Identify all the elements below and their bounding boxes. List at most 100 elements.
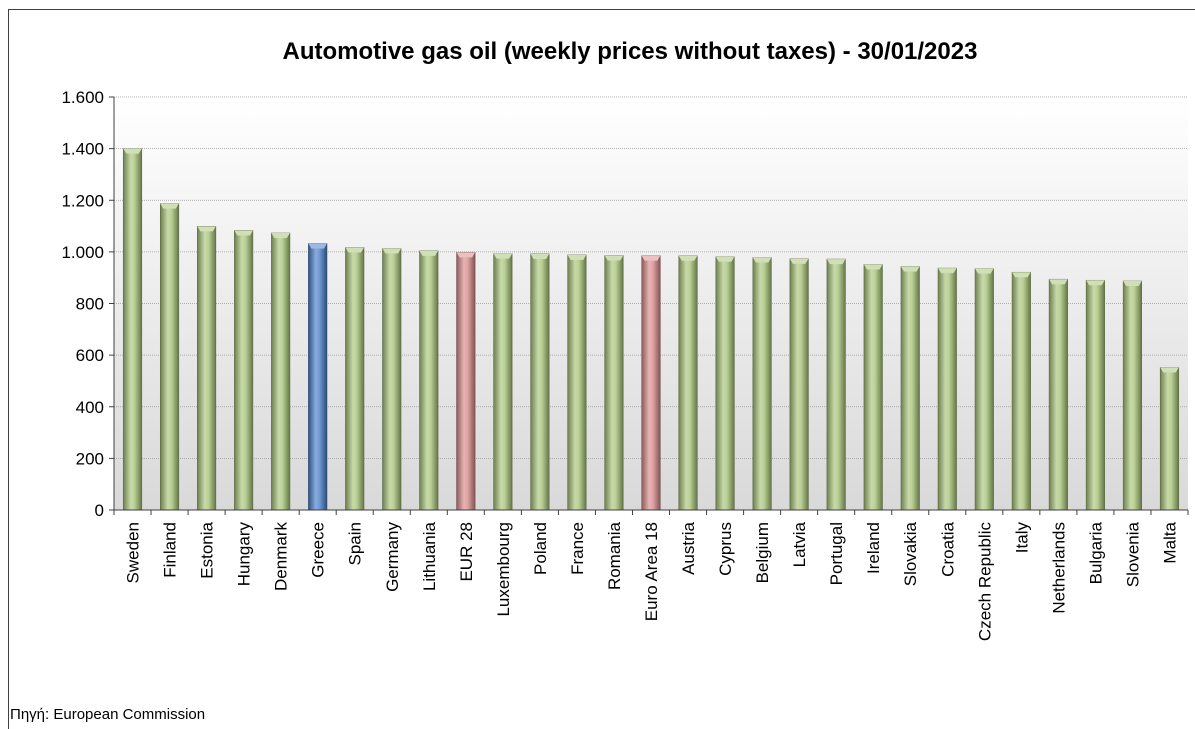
bar-cap [975, 268, 994, 274]
y-tick-label: 600 [76, 346, 104, 365]
bar-cap [1123, 281, 1142, 287]
bar-cap [234, 230, 253, 236]
x-tick-label: Lithuania [420, 521, 439, 591]
x-tick-label: Belgium [753, 522, 772, 583]
x-tick-label: Ireland [864, 522, 883, 574]
x-tick-label: Slovenia [1123, 521, 1142, 587]
x-tick-label: Latvia [790, 521, 809, 567]
bar-luxembourg [493, 253, 513, 511]
x-tick-label: Finland [161, 522, 180, 578]
bar-france [567, 254, 587, 511]
y-tick-label: 800 [76, 295, 104, 314]
x-tick-label: Slovakia [901, 521, 920, 586]
y-tick-label: 1.400 [61, 140, 104, 159]
bar-cap [308, 243, 327, 249]
bar-eur-28 [456, 252, 476, 511]
bar-cap [789, 258, 809, 264]
bar-italy [1011, 271, 1031, 511]
bar-cap [345, 247, 364, 253]
bar-cap [197, 226, 216, 232]
bar-cap [826, 259, 846, 265]
bar-cap [530, 253, 550, 259]
bar-cap [271, 233, 290, 239]
source-note: Πηγή: European Commission [10, 706, 206, 723]
chart-border [8, 9, 1195, 729]
bar-cap [160, 203, 179, 209]
bar-poland [530, 253, 550, 511]
x-axis-labels: Sweden Finland Estonia Hungary Denmark Greece… [113, 510, 1189, 642]
bar-malta [1159, 367, 1180, 511]
x-tick-label: EUR 28 [457, 522, 476, 582]
x-tick-label: Bulgaria [1086, 521, 1105, 584]
x-tick-label: Hungary [235, 522, 254, 587]
bar-slovenia [1122, 280, 1143, 511]
x-tick-label: Portugal [827, 522, 846, 585]
x-tick-label: Czech Republic [975, 522, 994, 642]
bar-cap [678, 255, 698, 261]
chart-title: Automotive gas oil (weekly prices withou… [282, 38, 978, 65]
bar-denmark [271, 232, 291, 511]
x-tick-label: Malta [1160, 521, 1179, 563]
bar-greece [308, 243, 328, 511]
bar-bulgaria [1085, 279, 1105, 511]
bar-cap [493, 253, 513, 259]
x-tick-label: Croatia [938, 521, 957, 576]
bar-czech-republic [974, 268, 994, 511]
bar-cap [604, 255, 624, 261]
x-tick-label: Cyprus [716, 522, 735, 576]
y-tick-label: 1.000 [61, 243, 104, 262]
x-tick-label: Luxembourg [494, 522, 513, 617]
y-tick-label: 400 [76, 398, 104, 417]
bar-ireland [863, 264, 883, 511]
x-tick-label: Germany [383, 522, 402, 592]
y-tick-label: 0 [95, 501, 104, 520]
x-tick-label: Poland [531, 522, 550, 575]
bar-belgium [752, 257, 772, 511]
bar-portugal [826, 258, 846, 511]
bar-sweden [122, 148, 143, 511]
y-tick-label: 1.200 [61, 191, 104, 210]
bar-germany [382, 248, 402, 511]
x-tick-label: Italy [1012, 522, 1031, 554]
x-tick-label: Greece [309, 522, 328, 578]
bar-estonia [197, 226, 217, 511]
y-axis-ticks: 0 200 400 600 800 1.000 1.200 1.400 1.600 [61, 88, 114, 520]
bar-cap [900, 266, 920, 272]
bar-croatia [937, 267, 957, 511]
x-tick-label: Netherlands [1049, 522, 1068, 614]
x-tick-label: Sweden [124, 522, 143, 583]
bar-cap [1086, 280, 1105, 286]
bar-hungary [234, 230, 254, 511]
bar-cap [752, 257, 772, 263]
bar-cap [567, 254, 587, 260]
bar-cap [863, 264, 883, 270]
bar-latvia [789, 258, 809, 511]
bar-cap [938, 268, 957, 274]
bar-cyprus [715, 256, 735, 511]
bar-cap [1160, 367, 1179, 373]
bar-cap [123, 148, 142, 154]
bar-romania [604, 255, 624, 511]
bar-cap [456, 252, 476, 258]
bar-cap [1012, 272, 1031, 278]
bar-lithuania [419, 250, 439, 511]
x-tick-label: Euro Area 18 [642, 522, 661, 621]
bar-austria [678, 255, 698, 511]
bar-euro-area-18 [641, 255, 661, 511]
y-tick-label: 1.600 [61, 88, 104, 107]
x-tick-label: France [568, 522, 587, 575]
x-tick-label: Spain [346, 522, 365, 565]
bar-slovakia [900, 266, 920, 511]
x-tick-label: Austria [679, 521, 698, 574]
bars [122, 148, 1180, 511]
bar-cap [1049, 279, 1068, 285]
bar-cap [715, 256, 735, 262]
bar-netherlands [1048, 278, 1068, 511]
x-tick-label: Romania [605, 521, 624, 590]
y-tick-label: 200 [76, 449, 104, 468]
bar-cap [382, 248, 402, 254]
bar-cap [419, 250, 439, 256]
x-tick-label: Estonia [198, 521, 217, 578]
bar-cap [641, 255, 661, 261]
